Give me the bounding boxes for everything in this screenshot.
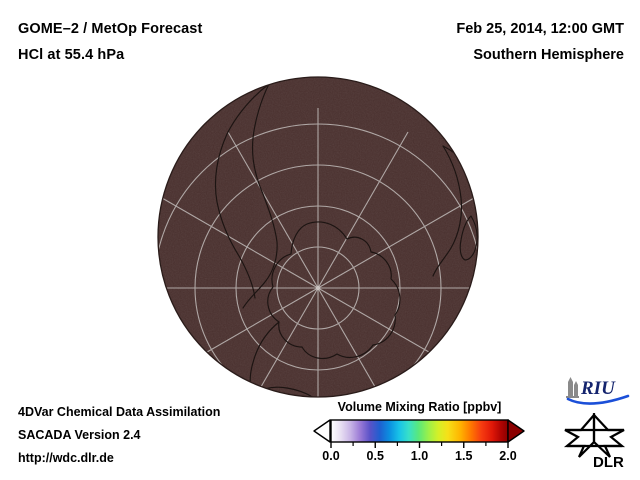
colorbar-under-arrow xyxy=(313,419,331,443)
title-species: HCl at 55.4 hPa xyxy=(18,47,125,63)
colorbar-svg xyxy=(313,419,525,448)
riu-wordmark: RIU xyxy=(580,378,616,399)
colorbar-major-ticks xyxy=(330,442,509,448)
coastline-madagascar xyxy=(459,215,478,261)
colorbar-tick-4: 2.0 xyxy=(499,449,517,463)
riu-logo: RIU xyxy=(566,377,630,405)
colorbar-minor-ticks xyxy=(352,442,487,446)
coastline-antarctic-peninsula xyxy=(249,321,280,389)
region-label: Southern Hemisphere xyxy=(473,47,624,63)
timestamp-label: Feb 25, 2014, 12:00 GMT xyxy=(456,21,624,37)
colorbar-tick-1: 0.5 xyxy=(366,449,384,463)
riu-tower-icon xyxy=(566,377,579,398)
colorbar-tick-3: 1.5 xyxy=(455,449,473,463)
footer-line-url[interactable]: http://wdc.dlr.de xyxy=(18,451,114,465)
coastline-new-zealand xyxy=(370,387,388,397)
colorbar-title: Volume Mixing Ratio [ppbv] xyxy=(337,400,502,414)
coastline-south-america xyxy=(242,83,278,309)
dlr-emblem-icon xyxy=(563,413,626,458)
south-pole-marker xyxy=(315,285,321,291)
footer-line-method: 4DVar Chemical Data Assimilation xyxy=(18,405,221,419)
coastline-africa xyxy=(432,145,463,277)
dlr-logo: DLR xyxy=(563,413,626,469)
riu-swoosh-icon xyxy=(566,394,630,405)
colorbar-gradient xyxy=(331,420,508,442)
footer-credits: 4DVar Chemical Data Assimilation SACADA … xyxy=(18,401,220,470)
polar-map-svg xyxy=(157,76,479,398)
colorbar: Volume Mixing Ratio [ppbv] xyxy=(312,400,527,472)
globe-limb xyxy=(157,76,479,398)
title-instrument: GOME–2 / MetOp Forecast xyxy=(18,21,203,37)
header-right-block: Feb 25, 2014, 12:00 GMT Southern Hemisph… xyxy=(456,16,624,68)
polar-map xyxy=(157,76,479,398)
header-left-block: GOME–2 / MetOp Forecast HCl at 55.4 hPa xyxy=(18,16,202,68)
coastlines xyxy=(214,83,478,397)
colorbar-tick-labels: 0.0 0.5 1.0 1.5 2.0 xyxy=(312,449,527,469)
colorbar-tick-0: 0.0 xyxy=(322,449,340,463)
footer-line-version: SACADA Version 2.4 xyxy=(18,428,141,442)
colorbar-over-arrow xyxy=(507,419,525,443)
dlr-wordmark: DLR xyxy=(593,454,624,469)
colorbar-tick-2: 1.0 xyxy=(410,449,429,463)
coastline-antarctica xyxy=(267,221,401,360)
coastline-south-america-west xyxy=(214,83,270,299)
